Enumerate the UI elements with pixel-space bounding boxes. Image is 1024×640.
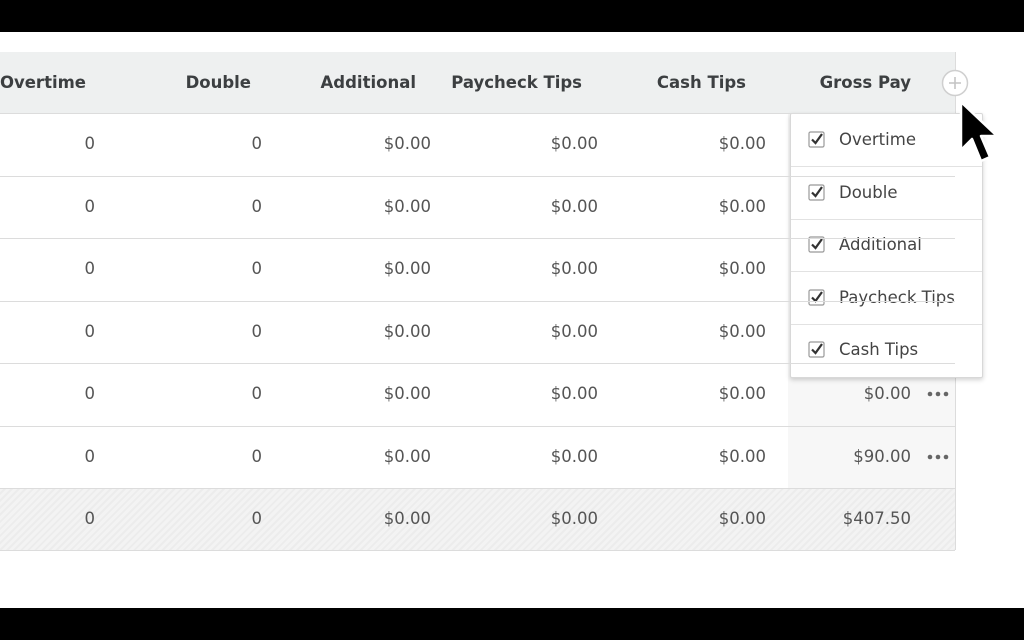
cell: $0.00 [718, 509, 766, 528]
cell: $0.00 [550, 321, 598, 341]
checkbox[interactable] [808, 341, 826, 359]
row-divider [0, 488, 955, 489]
menu-item[interactable]: Overtime [791, 114, 982, 167]
column-header[interactable]: Paycheck Tips [451, 73, 582, 92]
cell: $0.00 [383, 509, 431, 528]
cell: $0.00 [718, 321, 766, 341]
cell: 0 [84, 384, 96, 403]
column-header[interactable]: Additional [320, 73, 416, 92]
cell: 0 [251, 509, 263, 528]
column-menu: Overtime Double Additional Paycheck Tips Cas… [790, 113, 983, 378]
cell: 0 [84, 259, 96, 278]
letterbox-top [0, 0, 1024, 32]
cell: 0 [84, 509, 96, 528]
add-column-button[interactable] [940, 68, 970, 98]
column-header[interactable]: Overtime [0, 73, 86, 92]
cell: $0.00 [550, 446, 598, 466]
cell: $0.00 [550, 259, 598, 278]
cell: 0 [251, 134, 263, 153]
cell: 0 [251, 321, 263, 341]
cell: $0.00 [383, 196, 431, 216]
menu-item-label: Overtime [839, 130, 916, 149]
row-divider [0, 176, 955, 177]
table-header [0, 52, 955, 113]
menu-item-label: Double [839, 182, 898, 202]
cell: 0 [84, 134, 96, 153]
menu-item-label: Cash Tips [839, 340, 919, 360]
row-actions[interactable] [926, 452, 950, 462]
cell: $0.00 [718, 259, 766, 278]
cell: 0 [84, 321, 96, 341]
gross-pay-cell: $407.50 [842, 509, 911, 528]
cell: $0.00 [550, 134, 598, 153]
cell: $0.00 [383, 321, 431, 341]
cell: 0 [251, 259, 263, 278]
menu-item[interactable]: Cash Tips [791, 324, 982, 376]
cell: $0.00 [718, 384, 766, 403]
gross-pay-cell: $0.00 [863, 384, 911, 403]
row-divider [0, 238, 955, 239]
cell: $0.00 [550, 384, 598, 403]
cell: $0.00 [718, 196, 766, 216]
column-header[interactable]: Cash Tips [656, 73, 746, 92]
column-header[interactable]: Gross Pay [819, 73, 911, 92]
checkbox[interactable] [808, 236, 826, 254]
menu-item[interactable]: Additional [791, 219, 982, 273]
column-header[interactable]: Double [185, 73, 251, 92]
cell: $0.00 [383, 134, 431, 153]
menu-item-label: Additional [839, 235, 922, 255]
checkbox[interactable] [808, 289, 826, 307]
cell: $0.00 [718, 134, 766, 153]
cell: $0.00 [383, 446, 431, 466]
letterbox-bottom [0, 608, 1024, 640]
cell: $0.00 [383, 259, 431, 278]
header-divider [0, 113, 955, 114]
cell: 0 [251, 196, 263, 216]
cell: $0.00 [718, 446, 766, 466]
gross-pay-cell: $90.00 [853, 446, 911, 466]
cell: $0.00 [383, 384, 431, 403]
row-divider [0, 363, 955, 364]
row-actions[interactable] [926, 389, 950, 399]
row-divider [0, 426, 955, 427]
cell: 0 [84, 446, 96, 466]
total-row [0, 488, 955, 550]
checkbox[interactable] [808, 183, 826, 202]
row-divider [0, 550, 955, 551]
menu-item[interactable]: Double [791, 167, 982, 220]
cell: $0.00 [550, 509, 598, 528]
cell: $0.00 [550, 196, 598, 216]
menu-item[interactable]: Paycheck Tips [791, 272, 982, 325]
cell: 0 [251, 446, 263, 466]
cell: 0 [251, 384, 263, 403]
checkbox[interactable] [808, 131, 826, 149]
menu-item-label: Paycheck Tips [839, 287, 955, 307]
row-divider [0, 301, 955, 302]
cell: 0 [84, 196, 96, 216]
cursor [959, 100, 999, 163]
